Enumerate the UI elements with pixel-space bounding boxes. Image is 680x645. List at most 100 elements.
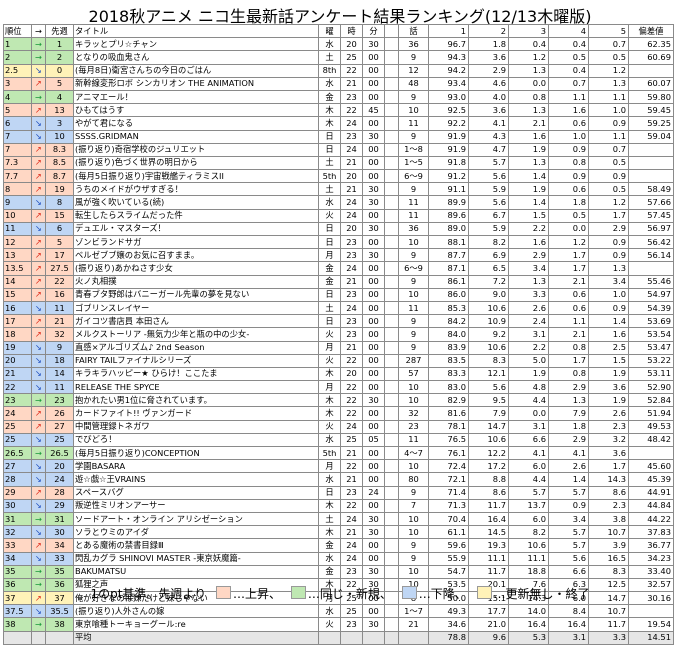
row-minute: 00 [362,142,385,157]
legend: 1のpt基準。先週より …上昇、 …同じ・新規、 …下降、 …更新無し・終了 [0,585,680,602]
row-score-5: 10.7 [588,525,629,540]
row-rank: 18 [3,327,32,342]
row-rank: 23 [3,393,32,408]
row-score-1: 72.1 [428,472,469,487]
row-score-3: 5.7 [508,485,549,500]
row-deviation: 59.80 [628,89,674,105]
row-day: 土 [318,155,341,171]
row-score-1: 72.4 [428,459,469,474]
table-row: 29 ↗ 28 スペースバグ日 23 24 9 71.4 8.6 5.7 5.7 8.6 44.91 [3,485,674,500]
row-title: 火ノ丸相撲 [73,274,319,289]
row-minute: 00 [362,538,385,553]
row-score-1: 83.5 [428,353,469,368]
header-deviation: 偏差値 [628,23,674,39]
row-minute: 00 [362,169,385,184]
row-title: RELEASE THE SPYCE [73,380,319,395]
row-score-3: 4.4 [508,393,549,408]
row-score-5: 8.6 [588,485,629,500]
row-rank: 8 [3,182,32,197]
row-day: 水 [318,195,341,210]
row-score-1: 91.1 [428,182,469,197]
row-blank [384,353,399,368]
row-score-1: 78.1 [428,419,469,434]
row-score-2: 17.2 [468,459,509,474]
table-row: 23 → 23 抱かれたい男1位に脅されています。木 22 30 10 82.9 9.5 4.4 1… [3,393,674,408]
table-row: 19 ↘ 9 直感×アルゴリズム♪ 2nd Season 月 21 00 9 83.9 10.6 2… [3,340,674,355]
row-title: ゾンビランドサガ [73,234,319,250]
legend-prefix: 1のpt基準。先週より [90,587,207,601]
row-title: (振り返り)色づく世界の明日から [73,155,319,171]
row-episode: 10 [398,287,429,302]
row-score-2: 10.6 [468,432,509,448]
row-score-5: 1.1 [588,129,629,144]
row-hour: 25 [340,432,363,448]
row-episode: 32 [398,406,429,421]
row-score-5: 10.7 [588,604,629,619]
row-episode: 1〜7 [398,604,429,619]
row-hour: 22 [340,353,363,368]
row-score-5: 2.6 [588,406,629,421]
row-day: 月 [318,380,341,395]
row-blank [384,511,399,527]
row-deviation: 58.49 [628,182,674,197]
row-title: デュエル・マスターズ！ [73,221,319,237]
row-rank: 6 [3,116,32,131]
row-last-week: 15 [45,208,74,223]
table-row: 7 ↘ 10 SSSS.GRIDMAN 日 23 30 9 91.9 4.3 1.6 1.0 1.1 59… [3,129,674,144]
row-hour: 23 [340,564,363,579]
row-trend-arrow: ↗ [31,419,46,434]
legend-down: …下降、 [418,587,467,601]
row-score-2: 9.2 [468,327,509,342]
row-blank [384,459,399,474]
row-title: スペースバグ [73,485,319,500]
row-blank [384,617,399,632]
row-hour: 22 [340,459,363,474]
row-blank [384,551,399,566]
row-blank [384,538,399,553]
header-episode: 話 [398,23,429,39]
row-score-5: 0.9 [588,169,629,184]
row-score-2: 3.6 [468,103,509,118]
row-score-4: 1.4 [548,472,589,487]
row-hour: 21 [340,472,363,487]
row-title: FAIRY TAILファイナルシリーズ [73,353,319,368]
row-score-1: 34.6 [428,617,469,632]
row-score-4: 0.6 [548,287,589,302]
row-last-week: 1 [45,37,74,52]
row-trend-arrow: ↘ [31,604,46,619]
row-hour: 24 [340,551,363,566]
row-title: (振り返り)あかねさす少女 [73,261,319,276]
header-minute: 分 [362,23,385,39]
table-row: 25 ↘ 25 でびどろ！水 25 05 11 76.5 10.6 6.6 2.9 3.2 48.42 [3,432,674,448]
row-minute: 00 [362,406,385,421]
row-score-2: 6.5 [468,261,509,276]
row-minute: 00 [362,76,385,91]
row-last-week: 0 [45,63,74,78]
row-score-3: 0.4 [508,37,549,52]
row-minute: 00 [362,274,385,289]
row-rank: 33 [3,538,32,553]
row-day: 日 [318,142,341,157]
row-score-1: 70.4 [428,511,469,527]
row-rank: 13 [3,248,32,263]
row-rank: 10 [3,208,32,223]
row-minute: 30 [362,617,385,632]
row-score-2: 17.7 [468,604,509,619]
row-deviation: 45.39 [628,472,674,487]
row-blank [384,234,399,250]
row-episode: 10 [398,459,429,474]
row-score-3: 2.9 [508,248,549,263]
row-rank: 37.5 [3,604,32,619]
row-title: ベルゼブブ嬢のお気に召すまま。 [73,248,319,263]
row-score-2: 21.0 [468,617,509,632]
row-score-1: 94.2 [428,63,469,78]
row-rank: 21 [3,366,32,382]
row-day: 水 [318,37,341,52]
row-day: 木 [318,366,341,382]
row-deviation: 60.07 [628,76,674,91]
row-score-3: 5.0 [508,353,549,368]
table-row: 7.3 ↗ 8.5 (振り返り)色づく世界の明日から土 21 00 1〜5 91.8 5.7 1.… [3,155,674,171]
row-score-5: 14.3 [588,472,629,487]
row-trend-arrow: → [31,617,46,632]
row-last-week: 11 [45,380,74,395]
